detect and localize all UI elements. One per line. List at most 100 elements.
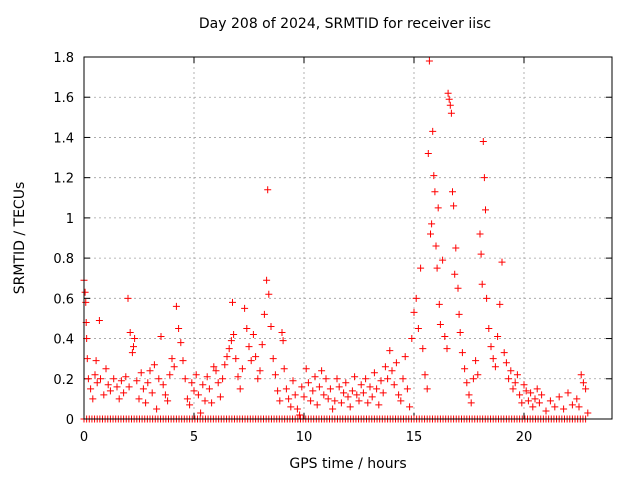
- data-point: [401, 353, 409, 361]
- data-point: [531, 395, 539, 403]
- data-point: [444, 89, 452, 97]
- y-tick-label: 1.8: [53, 51, 74, 66]
- data-point: [137, 369, 145, 377]
- data-point: [480, 174, 488, 182]
- data-point: [395, 391, 403, 399]
- data-point: [364, 399, 372, 407]
- data-point: [208, 399, 216, 407]
- data-point: [491, 363, 499, 371]
- y-tick-label: 1.6: [53, 91, 74, 106]
- data-point: [110, 375, 118, 383]
- data-point: [429, 127, 437, 135]
- data-point: [117, 377, 125, 385]
- data-point: [498, 258, 506, 266]
- gridlines: [84, 57, 612, 419]
- data-point: [150, 361, 158, 369]
- data-point: [181, 375, 189, 383]
- data-point: [377, 377, 385, 385]
- data-point: [381, 363, 389, 371]
- data-point: [412, 294, 420, 302]
- data-point: [533, 385, 541, 393]
- data-point: [300, 393, 308, 401]
- y-tick-label: 0.8: [53, 252, 74, 267]
- data-point: [155, 375, 163, 383]
- data-point: [452, 244, 460, 252]
- y-tick-label: 1: [66, 212, 74, 227]
- data-point: [159, 381, 167, 389]
- data-point: [461, 365, 469, 373]
- data-point: [278, 329, 286, 337]
- data-point: [192, 371, 200, 379]
- data-point: [168, 355, 176, 363]
- data-point: [219, 375, 227, 383]
- data-point: [518, 399, 526, 407]
- data-point: [302, 365, 310, 373]
- data-point: [433, 264, 441, 272]
- data-point: [483, 294, 491, 302]
- data-point: [225, 345, 233, 353]
- data-point: [289, 377, 297, 385]
- data-point: [115, 395, 123, 403]
- data-point: [542, 407, 550, 415]
- data-point: [575, 403, 583, 411]
- data-point: [472, 357, 480, 365]
- data-point: [104, 381, 112, 389]
- data-point: [106, 387, 114, 395]
- data-point: [89, 395, 97, 403]
- data-point: [425, 57, 433, 65]
- data-point: [520, 381, 528, 389]
- plot-frame: [83, 56, 613, 420]
- axis-ticks: 0 0.2 0.4 0.6 0.8 1 1.2 1.4 1.6 1.8 0 5 10 15 20: [53, 51, 612, 445]
- data-point: [133, 377, 141, 385]
- data-point: [423, 385, 431, 393]
- data-point: [276, 397, 284, 405]
- data-point: [477, 250, 485, 258]
- data-point: [331, 397, 339, 405]
- data-point: [579, 379, 587, 387]
- x-axis-label: GPS time / hours: [289, 456, 407, 472]
- data-point: [260, 310, 268, 318]
- data-point: [346, 403, 354, 411]
- data-point: [564, 389, 572, 397]
- data-point: [287, 403, 295, 411]
- data-point: [329, 405, 337, 413]
- data-point: [397, 397, 405, 405]
- data-point: [326, 385, 334, 393]
- data-point: [126, 329, 134, 337]
- data-point: [183, 395, 191, 403]
- x-tick-label: 10: [296, 430, 313, 445]
- data-point: [227, 337, 235, 345]
- data-point: [500, 349, 508, 357]
- data-point: [507, 367, 515, 375]
- data-point: [449, 188, 456, 196]
- data-point: [243, 325, 251, 332]
- data-point: [142, 399, 150, 407]
- data-point: [245, 343, 253, 351]
- data-point: [83, 355, 91, 363]
- data-point: [463, 379, 471, 387]
- data-point: [313, 401, 321, 409]
- data-point: [333, 375, 341, 383]
- data-point: [241, 304, 249, 312]
- data-point: [392, 359, 400, 367]
- y-tick-label: 1.4: [53, 131, 74, 146]
- data-point: [478, 280, 486, 288]
- y-tick-label: 0.4: [53, 333, 74, 348]
- data-point: [175, 325, 183, 332]
- data-point: [322, 375, 330, 383]
- data-point: [92, 357, 100, 365]
- data-point: [443, 345, 451, 353]
- data-point: [258, 341, 266, 349]
- data-point: [252, 353, 260, 361]
- data-point: [436, 320, 444, 328]
- data-point: [353, 391, 361, 399]
- data-point: [414, 325, 422, 332]
- data-point: [386, 347, 394, 355]
- data-point: [535, 399, 543, 407]
- data-point: [280, 365, 288, 373]
- data-point: [434, 204, 442, 212]
- data-point: [307, 397, 315, 405]
- data-point: [324, 395, 332, 403]
- data-point: [577, 371, 585, 379]
